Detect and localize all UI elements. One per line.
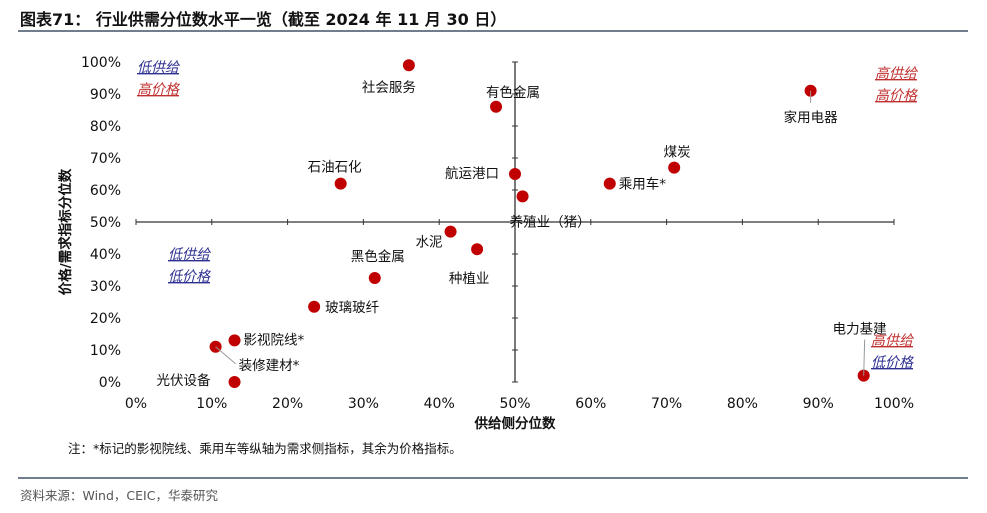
point-label: 社会服务 (362, 80, 416, 96)
y-tick-label: 90% (90, 87, 121, 103)
data-point (334, 177, 347, 190)
x-tick-label: 90% (803, 396, 834, 412)
data-point (471, 243, 484, 256)
x-tick-label: 50% (499, 396, 530, 412)
chart-note: 注：*标记的影视院线、乘用车等纵轴为需求侧指标，其余为价格指标。 (68, 441, 462, 456)
x-tick-label: 60% (575, 396, 606, 412)
point-label: 航运港口 (445, 166, 499, 182)
y-tick-label: 70% (90, 151, 121, 167)
point-label: 石油石化 (308, 160, 362, 176)
quadrant-label: 高供给 (871, 333, 915, 349)
quadrant-label: 低价格 (168, 269, 211, 285)
y-axis-label: 价格/需求指标分位数 (57, 168, 74, 295)
point-label: 乘用车* (619, 176, 666, 193)
y-tick-label: 50% (90, 215, 121, 231)
x-tick-label: 80% (727, 396, 758, 412)
y-tick-label: 60% (90, 183, 121, 199)
x-tick-label: 0% (125, 396, 147, 412)
y-tick-label: 0% (99, 375, 121, 391)
leader-line (215, 346, 236, 365)
source-divider (18, 477, 968, 479)
data-point (228, 376, 241, 388)
data-point (228, 334, 241, 347)
point-label: 养殖业（猪） (510, 213, 591, 230)
data-point (516, 190, 529, 203)
point-label: 影视院线* (244, 332, 305, 348)
leader-line (863, 339, 866, 376)
y-tick-label: 30% (90, 279, 121, 295)
point-label: 黑色金属 (351, 248, 405, 265)
quadrant-label: 高供给 (875, 66, 919, 82)
point-label: 家用电器 (784, 109, 838, 126)
x-tick-label: 70% (651, 396, 682, 412)
chart-points (209, 59, 870, 388)
x-axis-label: 供给侧分位数 (474, 415, 556, 432)
y-tick-label: 80% (90, 119, 121, 135)
data-point (444, 225, 457, 238)
point-label: 种植业 (449, 271, 490, 287)
point-label: 水泥 (416, 235, 443, 251)
data-point (368, 272, 381, 284)
point-label: 装修建材* (239, 358, 300, 374)
chart-title: 图表71： 行业供需分位数水平一览（截至 2024 年 11 月 30 日） (20, 10, 507, 29)
x-tick-label: 40% (424, 396, 455, 412)
point-label: 玻璃玻纤 (325, 299, 379, 316)
title-bar: 图表71： 行业供需分位数水平一览（截至 2024 年 11 月 30 日） (0, 0, 968, 34)
y-tick-label: 100% (81, 55, 121, 71)
data-point (490, 100, 503, 113)
data-point (668, 161, 681, 174)
y-tick-label: 40% (90, 247, 121, 263)
title-divider (18, 30, 968, 32)
chart-source: 资料来源：Wind，CEIC，华泰研究 (20, 488, 218, 503)
point-label: 煤炭 (664, 145, 691, 161)
point-label: 光伏设备 (157, 372, 211, 389)
y-tick-label: 10% (90, 343, 121, 359)
data-point (603, 177, 616, 190)
quadrant-label: 低供给 (168, 247, 212, 263)
data-point (509, 168, 521, 180)
chart-ticks: 0% 10% 20% 30% 40% 50% 60% 70% 80% 90% 100% 0% 10% 20… (81, 55, 914, 412)
x-tick-label: 20% (272, 396, 303, 412)
x-tick-label: 10% (196, 396, 227, 412)
y-tick-label: 20% (90, 311, 121, 327)
quadrant-label: 低供给 (137, 60, 181, 76)
quadrant-label: 高价格 (137, 82, 180, 98)
data-point (308, 300, 321, 313)
x-tick-label: 30% (348, 396, 379, 412)
data-point (402, 59, 415, 72)
point-label: 有色金属 (486, 84, 540, 101)
x-tick-label: 100% (874, 396, 914, 412)
quadrant-label: 高价格 (875, 88, 918, 104)
quadrant-label: 低价格 (871, 355, 914, 371)
point-label: 电力基建 (833, 321, 887, 338)
